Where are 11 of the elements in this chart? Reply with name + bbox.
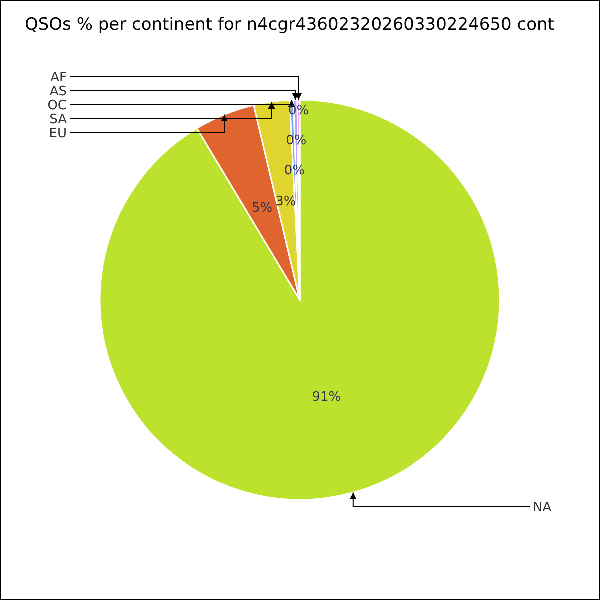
- data-label: 0%: [286, 134, 307, 149]
- slice-label: NA: [533, 500, 552, 516]
- data-label: 91%: [312, 390, 342, 405]
- pie-slice: [99, 99, 501, 501]
- slice-label: SA: [50, 112, 68, 128]
- data-label: 5%: [252, 200, 273, 216]
- slice-label: AF: [50, 70, 67, 86]
- chart-title: QSOs % per continent for n4cgr43602320260330224650 cont: [25, 15, 555, 35]
- slice-label: EU: [49, 126, 67, 142]
- slice-label: OC: [48, 98, 67, 114]
- slice-label: AS: [50, 84, 67, 100]
